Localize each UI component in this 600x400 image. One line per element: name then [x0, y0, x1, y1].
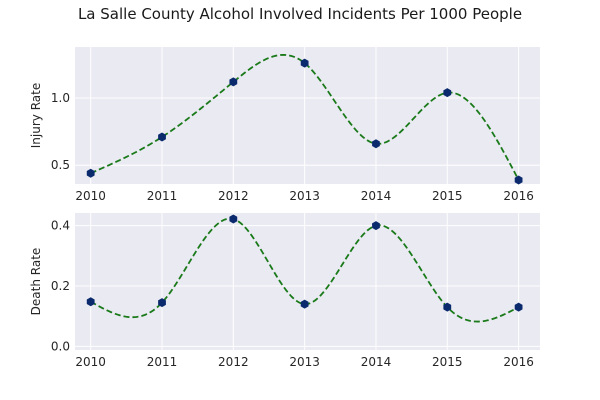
- data-point: [86, 297, 95, 307]
- data-point: [86, 168, 95, 178]
- x-tick-label: 2013: [289, 355, 320, 369]
- data-point: [372, 221, 380, 231]
- data-point: [443, 88, 452, 98]
- data-point: [443, 302, 452, 312]
- data-point: [229, 214, 238, 224]
- y-tick-label: 0.4: [51, 219, 70, 233]
- data-point: [158, 132, 166, 142]
- x-tick-label: 2010: [75, 355, 106, 369]
- x-tick-label: 2016: [503, 189, 534, 203]
- data-point: [229, 77, 238, 87]
- y-tick-label: 0.0: [51, 339, 70, 353]
- x-tick-label: 2012: [218, 355, 249, 369]
- subplot-1: 2010 2011 2012 2013 2014 2015 2016 0.5 1.0 Injury…: [29, 47, 540, 203]
- x-tick-label: 2010: [75, 189, 106, 203]
- x-tick-label: 2014: [361, 189, 392, 203]
- data-point: [514, 302, 523, 312]
- x-tick-label: 2016: [503, 355, 534, 369]
- data-point: [158, 298, 166, 308]
- y-axis-label: Injury Rate: [29, 83, 43, 148]
- y-tick-label: 0.2: [51, 279, 70, 293]
- x-tick-label: 2011: [147, 189, 178, 203]
- y-axis-label: Death Rate: [29, 248, 43, 316]
- data-point: [300, 299, 309, 309]
- plot-area: [75, 47, 540, 184]
- y-tick-label: 1.0: [51, 91, 70, 105]
- y-tick-label: 0.5: [51, 158, 70, 172]
- data-point: [372, 139, 380, 149]
- x-tick-label: 2012: [218, 189, 249, 203]
- plot-area: [75, 213, 540, 350]
- x-tick-label: 2014: [361, 355, 392, 369]
- x-tick-label: 2015: [432, 355, 463, 369]
- x-tick-label: 2015: [432, 189, 463, 203]
- x-tick-label: 2011: [147, 355, 178, 369]
- chart-title: La Salle County Alcohol Involved Inciden…: [77, 5, 523, 23]
- subplot-2: 2010 2011 2012 2013 2014 2015 2016 0.0 0.2 0.4 Dea…: [29, 213, 540, 369]
- x-tick-label: 2013: [289, 189, 320, 203]
- data-point: [300, 58, 309, 68]
- data-point: [514, 175, 523, 185]
